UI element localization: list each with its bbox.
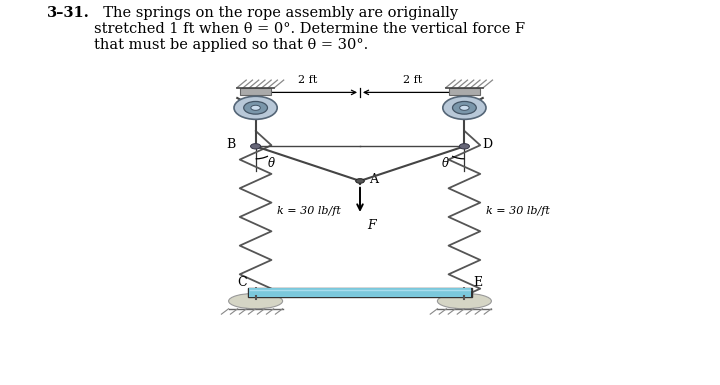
Text: A: A [369, 172, 377, 186]
Ellipse shape [229, 293, 283, 309]
Bar [249, 288, 471, 297]
Text: k = 30 lb/ft: k = 30 lb/ft [486, 206, 550, 216]
Text: B: B [226, 138, 235, 151]
Bar [248, 288, 472, 297]
Text: F: F [367, 219, 376, 232]
Text: C: C [238, 276, 247, 289]
Text: E: E [473, 276, 482, 289]
Circle shape [251, 105, 261, 110]
Circle shape [453, 101, 477, 114]
Bar [449, 88, 480, 95]
Text: k = 30 lb/ft: k = 30 lb/ft [277, 206, 341, 216]
Circle shape [234, 96, 277, 119]
Circle shape [459, 105, 469, 110]
Text: θ: θ [268, 157, 275, 171]
Text: D: D [482, 138, 492, 151]
Text: 2 ft: 2 ft [402, 75, 422, 85]
Text: 2 ft: 2 ft [298, 75, 318, 85]
Bar [240, 88, 271, 95]
Circle shape [243, 101, 268, 114]
Text: θ: θ [441, 157, 449, 171]
Ellipse shape [438, 293, 492, 309]
Circle shape [251, 144, 261, 149]
Circle shape [443, 96, 486, 119]
Circle shape [459, 144, 469, 149]
Circle shape [356, 179, 364, 183]
Text: The springs on the rope assembly are originally
stretched 1 ft when θ = 0°. Dete: The springs on the rope assembly are ori… [94, 6, 525, 52]
Text: 3–31.: 3–31. [47, 6, 89, 20]
